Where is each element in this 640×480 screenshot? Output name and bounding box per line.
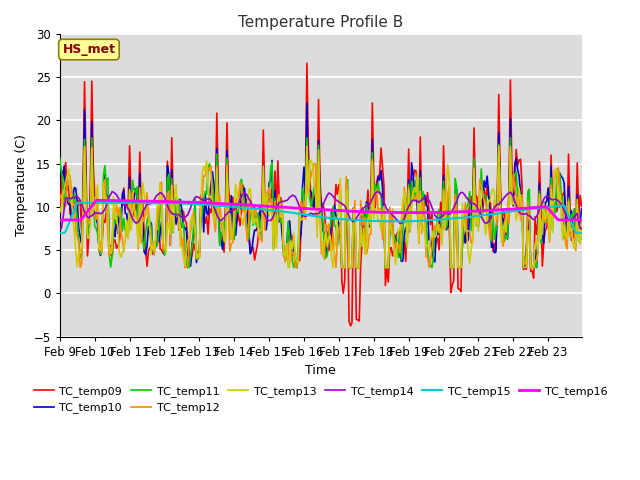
TC_temp14: [108, 189, 116, 194]
TC_temp16: [92, 197, 100, 203]
TC_temp13: [284, 264, 292, 270]
TC_temp12: [214, 216, 222, 221]
TC_temp15: [122, 200, 129, 206]
TC_temp09: [552, 201, 559, 207]
TC_temp10: [293, 264, 301, 270]
TC_temp09: [120, 185, 127, 191]
TC_temp16: [239, 202, 247, 207]
TC_temp12: [552, 174, 559, 180]
TC_temp09: [578, 204, 586, 209]
TC_temp09: [211, 204, 219, 210]
TC_temp16: [578, 217, 586, 223]
TC_temp09: [347, 323, 355, 329]
TC_temp10: [237, 182, 245, 188]
TC_temp09: [237, 208, 245, 214]
TC_temp15: [230, 204, 238, 210]
TC_temp09: [284, 235, 292, 240]
TC_temp16: [230, 201, 238, 207]
TC_temp09: [303, 60, 311, 66]
TC_temp15: [550, 204, 558, 209]
TC_temp10: [120, 187, 127, 193]
TC_temp09: [229, 194, 237, 200]
TC_temp11: [287, 246, 295, 252]
TC_temp14: [122, 202, 129, 208]
TC_temp12: [578, 236, 586, 242]
TC_temp13: [213, 166, 221, 172]
TC_temp14: [230, 207, 238, 213]
TC_temp14: [578, 226, 586, 231]
TC_temp11: [232, 210, 239, 216]
TC_temp16: [56, 217, 63, 223]
TC_temp12: [241, 206, 248, 212]
Line: TC_temp16: TC_temp16: [60, 200, 582, 220]
TC_temp10: [578, 206, 586, 212]
Line: TC_temp11: TC_temp11: [60, 138, 582, 267]
TC_temp11: [184, 264, 191, 270]
TC_temp10: [211, 214, 219, 219]
TC_temp12: [287, 256, 295, 262]
TC_temp12: [56, 195, 63, 201]
TC_temp16: [213, 201, 221, 206]
TC_temp14: [239, 191, 247, 197]
TC_temp11: [578, 235, 586, 240]
TC_temp16: [550, 212, 558, 218]
TC_temp11: [241, 200, 248, 206]
TC_temp12: [232, 199, 239, 205]
TC_temp13: [56, 204, 63, 210]
TC_temp15: [213, 203, 221, 209]
TC_temp14: [56, 226, 63, 231]
Line: TC_temp10: TC_temp10: [60, 103, 582, 267]
TC_temp11: [56, 155, 63, 161]
TC_temp09: [56, 206, 63, 212]
X-axis label: Time: Time: [305, 364, 336, 377]
TC_temp11: [214, 207, 222, 213]
TC_temp14: [285, 194, 293, 200]
TC_temp14: [213, 212, 221, 217]
TC_temp10: [284, 225, 292, 231]
TC_temp15: [56, 230, 63, 236]
TC_temp13: [552, 167, 559, 173]
TC_temp13: [81, 144, 88, 149]
Title: Temperature Profile B: Temperature Profile B: [238, 15, 403, 30]
TC_temp10: [552, 206, 559, 212]
Line: TC_temp14: TC_temp14: [60, 192, 582, 228]
Line: TC_temp09: TC_temp09: [60, 63, 582, 326]
Line: TC_temp15: TC_temp15: [60, 203, 582, 233]
TC_temp13: [578, 218, 586, 224]
TC_temp12: [81, 144, 88, 149]
TC_temp11: [88, 135, 95, 141]
TC_temp15: [285, 210, 293, 216]
TC_temp14: [550, 197, 558, 203]
Y-axis label: Temperature (C): Temperature (C): [15, 134, 28, 236]
TC_temp11: [552, 210, 559, 216]
Line: TC_temp12: TC_temp12: [60, 146, 582, 267]
TC_temp13: [122, 233, 129, 239]
TC_temp12: [123, 231, 131, 237]
TC_temp16: [285, 204, 293, 210]
Line: TC_temp13: TC_temp13: [60, 146, 582, 267]
TC_temp13: [239, 222, 247, 228]
TC_temp15: [239, 205, 247, 211]
TC_temp15: [76, 200, 84, 205]
TC_temp11: [122, 228, 129, 233]
TC_temp10: [56, 165, 63, 171]
Legend: TC_temp09, TC_temp10, TC_temp11, TC_temp12, TC_temp13, TC_temp14, TC_temp15, TC_: TC_temp09, TC_temp10, TC_temp11, TC_temp…: [29, 382, 612, 418]
TC_temp16: [122, 198, 129, 204]
TC_temp10: [229, 231, 237, 237]
TC_temp10: [303, 100, 311, 106]
Text: HS_met: HS_met: [63, 43, 115, 56]
TC_temp15: [578, 230, 586, 236]
TC_temp12: [76, 264, 84, 270]
TC_temp13: [287, 238, 295, 244]
TC_temp13: [230, 203, 238, 208]
